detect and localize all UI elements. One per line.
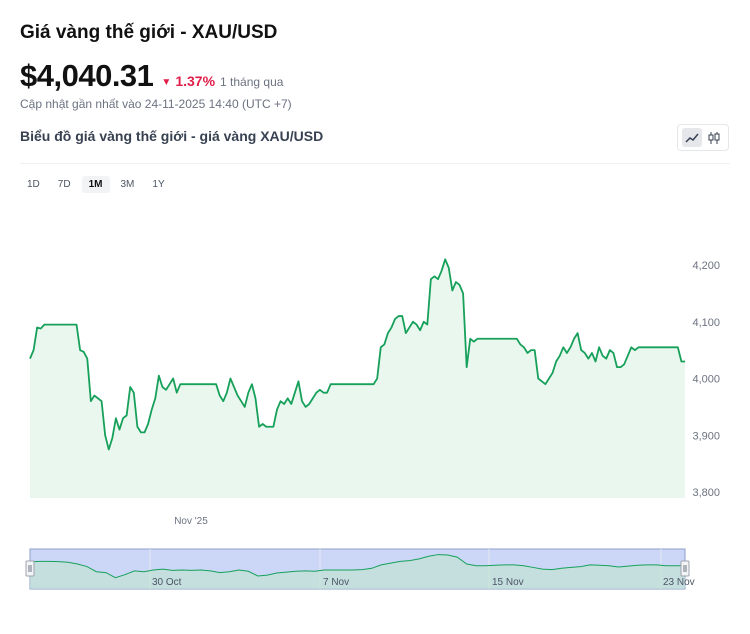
line-chart-button[interactable] bbox=[682, 128, 702, 147]
navigator-area bbox=[30, 554, 685, 589]
range-selector: 1D 7D 1M 3M 1Y bbox=[20, 176, 176, 193]
price-line bbox=[29, 258, 685, 451]
navigator-label: 15 Nov bbox=[492, 577, 524, 588]
navigator-label: 30 Oct bbox=[152, 577, 182, 588]
current-price: $4,040.31 bbox=[20, 58, 154, 93]
change-percent: 1.37% bbox=[175, 73, 216, 89]
last-updated: Cập nhật gần nhất vào 24-11-2025 14:40 (… bbox=[20, 97, 292, 111]
navigator-handle-icon bbox=[680, 560, 690, 577]
divider bbox=[20, 163, 730, 164]
price-change: ▼ 1.37% 1 tháng qua bbox=[161, 73, 283, 89]
x-tick-label: Nov '25 bbox=[174, 516, 208, 527]
navigator-line bbox=[29, 554, 685, 579]
range-7d[interactable]: 7D bbox=[57, 179, 71, 190]
y-tick-label: 4,000 bbox=[692, 374, 720, 386]
price-area bbox=[30, 259, 685, 498]
candlestick-icon bbox=[708, 131, 720, 144]
navigator-handle-left[interactable] bbox=[25, 560, 35, 577]
caret-down-icon: ▼ bbox=[161, 77, 172, 88]
price-row: $4,040.31 ▼ 1.37% 1 tháng qua bbox=[20, 58, 283, 94]
page-title: Giá vàng thế giới - XAU/USD bbox=[20, 22, 278, 43]
navigator-handle-icon bbox=[25, 560, 35, 577]
change-period: 1 tháng qua bbox=[220, 75, 284, 89]
candlestick-button[interactable] bbox=[704, 128, 724, 147]
chart-type-toggle bbox=[677, 124, 729, 151]
chart-subtitle: Biểu đồ giá vàng thế giới - giá vàng XAU… bbox=[20, 128, 324, 144]
y-tick-label: 4,200 bbox=[692, 260, 720, 272]
y-tick-label: 3,800 bbox=[692, 487, 720, 499]
range-1y[interactable]: 1Y bbox=[152, 179, 165, 190]
range-1m[interactable]: 1M bbox=[81, 176, 110, 193]
y-tick-label: 3,900 bbox=[692, 430, 720, 442]
navigator-handle-right[interactable] bbox=[680, 560, 690, 577]
navigator-label: 23 Nov bbox=[663, 577, 695, 588]
range-1d[interactable]: 1D bbox=[27, 179, 40, 190]
y-tick-label: 4,100 bbox=[692, 317, 720, 329]
line-chart-icon bbox=[685, 133, 699, 143]
range-3m[interactable]: 3M bbox=[120, 179, 135, 190]
navigator-label: 7 Nov bbox=[323, 577, 349, 588]
